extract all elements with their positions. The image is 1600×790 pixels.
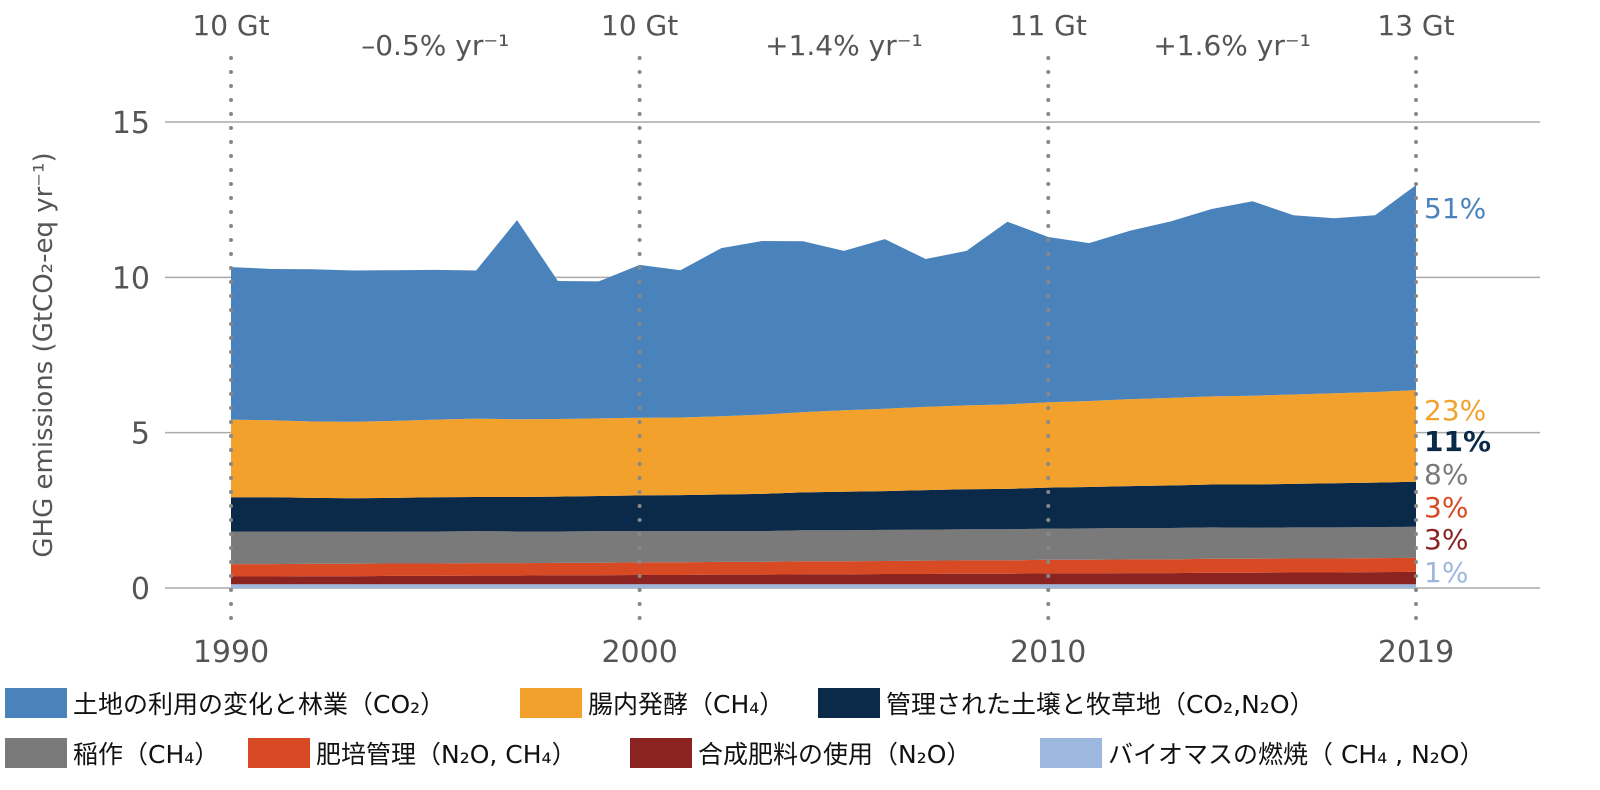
area-series-3 <box>231 526 1416 565</box>
legend-item-land-use: 土地の利用の変化と林業（CO₂） <box>5 685 445 721</box>
total-label: 11 Gt <box>1010 9 1087 42</box>
legend-item-enteric: 腸内発酵（CH₄） <box>520 685 784 721</box>
area-series-4 <box>231 481 1416 532</box>
growth-rate-label: –0.5% yr⁻¹ <box>361 29 509 62</box>
legend-label: 合成肥料の使用（N₂O） <box>698 740 972 769</box>
legend-swatch <box>248 738 310 768</box>
area-series-6 <box>231 185 1416 422</box>
x-tick-label: 2010 <box>1010 635 1086 670</box>
share-label: 8% <box>1424 458 1468 491</box>
share-label: 51% <box>1424 192 1486 225</box>
share-label: 3% <box>1424 523 1468 556</box>
total-label: 13 Gt <box>1377 9 1454 42</box>
legend-swatch <box>5 688 67 718</box>
share-label: 11% <box>1424 425 1491 458</box>
y-tick-label: 15 <box>112 106 150 141</box>
legend-item-rice: 稲作（CH₄） <box>5 735 219 771</box>
y-axis-label: GHG emissions (GtCO₂-eq yr⁻¹) <box>29 152 59 557</box>
legend-item-biomass-burning: バイオマスの燃焼（ CH₄ , N₂O） <box>1040 735 1484 771</box>
legend-swatch <box>818 688 880 718</box>
legend-label: バイオマスの燃焼（ CH₄ , N₂O） <box>1108 740 1485 769</box>
share-label: 3% <box>1424 491 1468 524</box>
legend-label: 腸内発酵（CH₄） <box>588 690 785 719</box>
legend-item-synthetic-fertilizer: 合成肥料の使用（N₂O） <box>630 735 971 771</box>
legend-swatch <box>630 738 692 768</box>
legend-label: 土地の利用の変化と林業（CO₂） <box>73 690 446 719</box>
x-tick-label: 1990 <box>193 635 269 670</box>
legend-item-soils: 管理された土壌と牧草地（CO₂,N₂O） <box>818 685 1315 721</box>
share-label: 1% <box>1424 556 1468 589</box>
area-series-5 <box>231 390 1416 499</box>
total-label: 10 Gt <box>601 9 678 42</box>
growth-rate-label: +1.6% yr⁻¹ <box>1153 29 1311 62</box>
growth-rate-label: +1.4% yr⁻¹ <box>765 29 923 62</box>
area-series-2 <box>231 557 1416 577</box>
legend-item-manure: 肥培管理（N₂O, CH₄） <box>248 735 577 771</box>
legend-swatch <box>1040 738 1102 768</box>
total-label: 10 Gt <box>192 9 269 42</box>
x-tick-label: 2019 <box>1378 635 1454 670</box>
area-series-0 <box>231 584 1416 588</box>
legend-label: 肥培管理（N₂O, CH₄） <box>316 740 577 769</box>
legend-label: 稲作（CH₄） <box>73 740 220 769</box>
area-series-1 <box>231 571 1416 585</box>
x-tick-label: 2000 <box>601 635 677 670</box>
legend-label: 管理された土壌と牧草地（CO₂,N₂O） <box>886 690 1315 719</box>
y-tick-label: 0 <box>131 572 150 607</box>
share-label: 23% <box>1424 394 1486 427</box>
legend-swatch <box>5 738 67 768</box>
y-tick-label: 10 <box>112 261 150 296</box>
legend-swatch <box>520 688 582 718</box>
y-tick-label: 5 <box>131 417 150 452</box>
